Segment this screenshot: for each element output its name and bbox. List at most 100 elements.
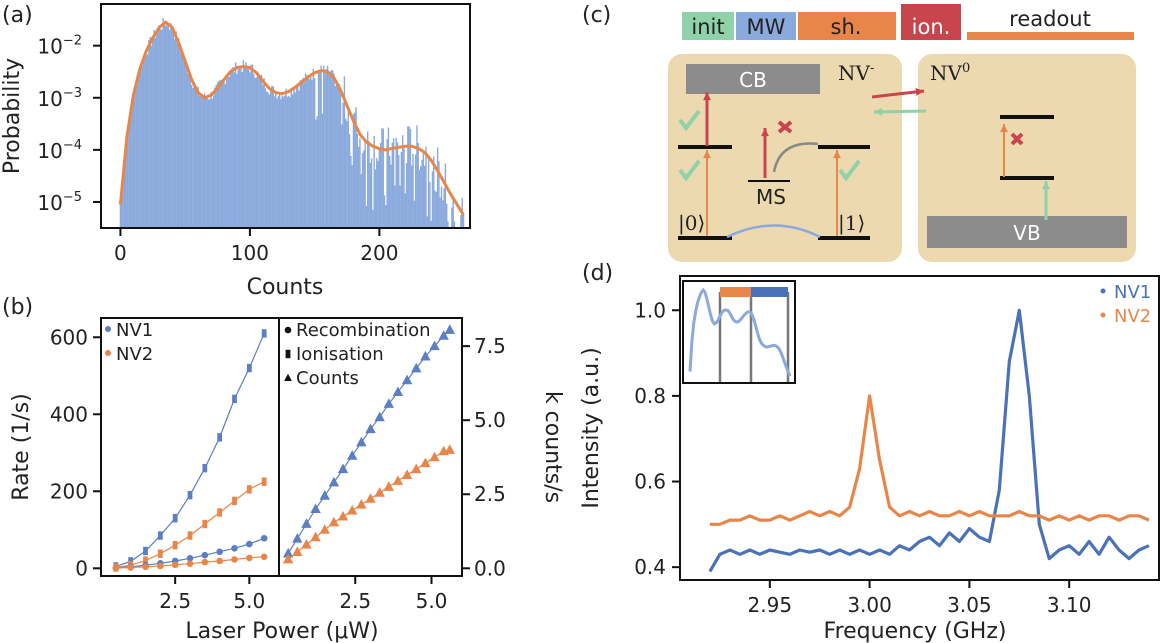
histogram-bar bbox=[348, 134, 351, 228]
data-point bbox=[157, 549, 163, 558]
data-point bbox=[142, 563, 149, 571]
histogram-bar bbox=[444, 163, 447, 228]
histogram-bar bbox=[405, 163, 408, 228]
x-axis-a: 0 100 200 bbox=[114, 228, 398, 265]
legend-marker bbox=[1100, 312, 1106, 318]
data-point bbox=[310, 503, 321, 514]
histogram-bar bbox=[161, 29, 163, 228]
histogram-bar bbox=[150, 45, 153, 229]
legend-label: NV1 bbox=[116, 320, 153, 341]
histogram-bar bbox=[263, 78, 265, 228]
histogram-bar bbox=[399, 185, 401, 228]
histogram-bar bbox=[155, 32, 158, 229]
histogram-bar bbox=[322, 65, 325, 228]
histogram-bar bbox=[127, 133, 129, 228]
y-axis-label-d: Intensity (a.u.) bbox=[579, 347, 604, 508]
y-tick-label-a: 10−4 bbox=[37, 138, 82, 163]
data-point bbox=[187, 490, 193, 500]
nv-zero-label: NV0 bbox=[930, 61, 970, 85]
histogram-bar bbox=[168, 29, 171, 229]
histogram-bar bbox=[268, 94, 271, 228]
histogram-bar bbox=[246, 65, 249, 229]
histogram-bar bbox=[231, 68, 233, 228]
data-point bbox=[392, 475, 404, 485]
histogram-bar bbox=[435, 191, 438, 228]
x-tick-label-a: 200 bbox=[360, 241, 398, 265]
histogram-bar bbox=[286, 96, 289, 228]
histogram-bar bbox=[320, 65, 322, 228]
histogram-bars bbox=[119, 17, 465, 229]
x-tick-label-b: 5.0 bbox=[233, 589, 265, 613]
y-tick-label-a: 10−3 bbox=[37, 86, 82, 111]
histogram-bar bbox=[166, 22, 168, 228]
data-point bbox=[292, 533, 303, 543]
nv-minus-label: NV- bbox=[838, 61, 874, 85]
histogram-bar bbox=[165, 25, 167, 228]
histogram-bar bbox=[234, 62, 237, 228]
histogram-bar bbox=[181, 52, 184, 228]
data-point bbox=[319, 490, 330, 500]
histogram-bar bbox=[247, 67, 250, 228]
histogram-bar bbox=[170, 22, 172, 228]
histogram-bar bbox=[403, 145, 405, 228]
y-tick-label-a: 10−2 bbox=[37, 34, 82, 59]
data-point bbox=[284, 373, 292, 381]
histogram-bar bbox=[277, 95, 280, 228]
series-line-NV1 bbox=[708, 308, 1150, 573]
histogram-bar bbox=[276, 98, 278, 229]
data-point bbox=[217, 508, 223, 517]
legend-marker bbox=[1100, 288, 1106, 294]
data-point bbox=[231, 556, 238, 563]
data-point bbox=[328, 516, 340, 527]
histogram-bar bbox=[222, 79, 224, 228]
data-point bbox=[216, 557, 223, 565]
pulse-mw bbox=[736, 12, 796, 40]
data-point bbox=[347, 504, 358, 515]
excitation-arrow-right-head bbox=[833, 150, 841, 159]
histogram-bar bbox=[352, 113, 355, 228]
data-point bbox=[246, 554, 253, 562]
y-tick-label-b-right: 5.0 bbox=[474, 408, 506, 432]
nv-zero-box bbox=[918, 54, 1136, 262]
axes-d: 2.95 3.00 3.05 3.10 0.4 0.6 0.8 1.0 bbox=[634, 298, 1091, 617]
data-point bbox=[444, 324, 455, 334]
data-point bbox=[143, 546, 148, 556]
histogram-bar bbox=[346, 121, 348, 228]
histogram-bar bbox=[122, 182, 124, 228]
data-point bbox=[231, 544, 238, 552]
data-point bbox=[202, 519, 208, 529]
histogram-bar bbox=[188, 75, 190, 228]
data-point bbox=[232, 394, 237, 404]
histogram-bar bbox=[379, 143, 382, 228]
histogram-bar bbox=[401, 135, 404, 228]
histogram-bar bbox=[262, 84, 264, 228]
x-tick-label-b: 5.0 bbox=[416, 589, 448, 613]
histogram-bar bbox=[317, 70, 320, 228]
y-tick-label-b-right: 2.5 bbox=[474, 482, 506, 506]
histogram-bar bbox=[185, 62, 188, 228]
data-point bbox=[260, 553, 268, 561]
histogram-bar bbox=[269, 88, 272, 228]
histogram-bar bbox=[423, 165, 426, 228]
histogram-bar bbox=[220, 79, 223, 229]
data-point bbox=[347, 450, 358, 460]
data-point bbox=[187, 531, 193, 540]
legend-label: Counts bbox=[296, 368, 359, 389]
y-tick-label-b-left: 200 bbox=[50, 479, 88, 503]
histogram-bar bbox=[409, 129, 412, 228]
histogram-bar bbox=[373, 136, 375, 228]
histogram-bar bbox=[294, 92, 296, 228]
histogram-bar bbox=[123, 167, 126, 228]
histogram-bar bbox=[266, 91, 268, 228]
data-point bbox=[284, 326, 292, 334]
histogram-bar bbox=[385, 205, 387, 228]
cb-label: CB bbox=[739, 68, 767, 92]
energy-diagram: init MW sh. ion. readout CB NV- MS |0⟩ |… bbox=[668, 4, 1136, 262]
y-tick-label-a: 10−5 bbox=[37, 190, 82, 215]
data-point bbox=[401, 469, 413, 479]
inset-range-blue bbox=[751, 287, 788, 297]
pulse-init-label: init bbox=[691, 15, 724, 39]
histogram-chart: 0 100 200 10−5 10−4 10−3 10−2 Counts Probabil… bbox=[0, 3, 471, 300]
data-point bbox=[444, 444, 455, 454]
